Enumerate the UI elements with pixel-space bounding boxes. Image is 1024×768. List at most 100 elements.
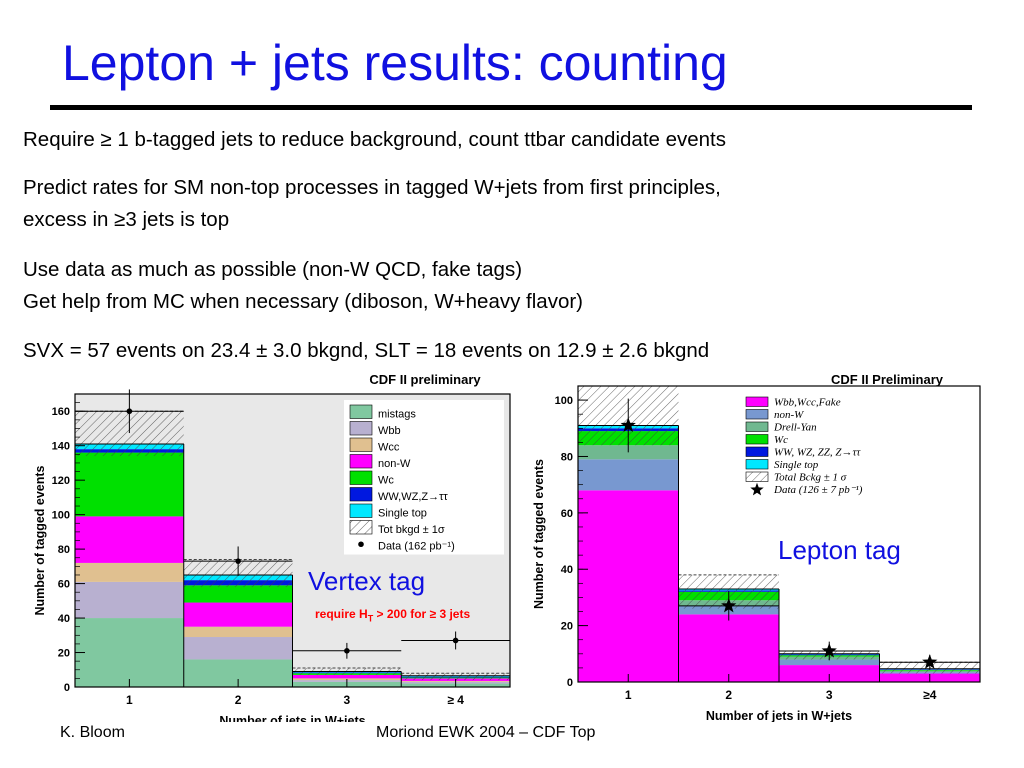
ytick-label-20: 20 bbox=[561, 621, 573, 633]
bullet-predict-rates: Predict rates for SM non-top processes i… bbox=[23, 176, 721, 199]
footer-author: K. Bloom bbox=[60, 724, 125, 741]
x-axis-label: Number of jets in W+jets bbox=[706, 709, 852, 722]
xtick-label-2: 2 bbox=[725, 688, 732, 702]
bar-wc-1 bbox=[75, 452, 184, 517]
bar-wbb-wcc-fake-3 bbox=[779, 665, 880, 682]
legend-swatch-band bbox=[349, 520, 373, 535]
lepton-tag-label: Lepton tag bbox=[778, 535, 901, 565]
legend-label-non-w: non-W bbox=[378, 458, 411, 470]
ytick-label-0: 0 bbox=[567, 677, 573, 689]
ytick-label-40: 40 bbox=[561, 564, 573, 576]
legend-swatch-data bbox=[358, 541, 364, 548]
legend-label-mistags: mistags bbox=[378, 409, 416, 421]
ytick-label-80: 80 bbox=[561, 451, 573, 463]
vertex-tag-chart: 0 20 40 60 80 100 120 140 160 1 2 3 ≥ 4 CDF II prelim… bbox=[33, 372, 511, 722]
legend-swatch-ww-wz-zz-z bbox=[745, 446, 769, 457]
legend-box bbox=[740, 392, 925, 498]
xtick-label-2: 2 bbox=[235, 693, 242, 707]
bkgd-band-4 bbox=[401, 673, 510, 681]
legend-swatch-band bbox=[745, 471, 769, 482]
xtick-label-3: 3 bbox=[826, 688, 833, 702]
legend-swatch-drell-yan bbox=[745, 421, 769, 432]
x-axis-label: Number of jets in W+jets bbox=[219, 714, 365, 722]
xtick-label-1: 1 bbox=[625, 688, 632, 702]
legend-label-wc: Wc bbox=[378, 475, 394, 487]
legend-label-non-w: non-W bbox=[774, 409, 804, 421]
ht-requirement: require HT > 200 for ≥ 3 jets bbox=[315, 607, 470, 623]
legend-label-wc: Wc bbox=[774, 434, 788, 446]
ytick-label-100: 100 bbox=[555, 395, 573, 407]
ytick-label-60: 60 bbox=[561, 508, 573, 520]
legend-label-drell-yan: Drell-Yan bbox=[773, 422, 817, 434]
chart-title: CDF II preliminary bbox=[369, 372, 481, 387]
lepton-tag-plot: 0 20 40 60 80 100 1 2 3 ≥4 CDF II Preliminary Numbe… bbox=[530, 372, 995, 722]
bar-wc-2 bbox=[183, 585, 293, 603]
legend-swatch-wc bbox=[745, 434, 769, 445]
legend-label-single-top: Single top bbox=[378, 508, 427, 520]
ht-requirement-sub: T bbox=[367, 613, 374, 624]
ytick-label-100: 100 bbox=[52, 510, 70, 522]
legend-swatch-data bbox=[750, 482, 764, 496]
data-point-4 bbox=[922, 654, 938, 669]
bar-wbb-wcc-fake-1 bbox=[578, 490, 679, 682]
y-axis-label: Number of tagged events bbox=[532, 459, 546, 609]
vertex-tag-label: Vertex tag bbox=[308, 566, 426, 596]
plot-frame bbox=[577, 385, 981, 683]
legend-label-wbb-wcc-fake: Wbb,Wcc,Fake bbox=[774, 397, 841, 409]
xtick-label-1: 1 bbox=[126, 693, 133, 707]
data-point-2 bbox=[721, 597, 737, 613]
bar-non-w-1 bbox=[578, 459, 679, 491]
ytick-label-20: 20 bbox=[58, 648, 70, 660]
legend-label-tot-bkgd-1: Tot bkgd ± 1σ bbox=[378, 524, 445, 536]
data-point-1 bbox=[126, 408, 133, 415]
vertex-tag-plot: 0 20 40 60 80 100 120 140 160 1 2 3 ≥ 4 CDF II prelim… bbox=[0, 372, 515, 722]
data-point-2 bbox=[235, 558, 241, 564]
bullet-btag: Require ≥ 1 b-tagged jets to reduce back… bbox=[23, 128, 727, 151]
bullet-use-data: Use data as much as possible (non-W QCD,… bbox=[23, 258, 523, 281]
bar-non-w-2 bbox=[183, 602, 293, 627]
chart-title: CDF II Preliminary bbox=[831, 372, 944, 387]
ytick-label-40: 40 bbox=[58, 613, 70, 625]
legend-swatch-wc bbox=[349, 470, 373, 485]
legend-swatch-wbb-wcc-fake bbox=[745, 396, 769, 407]
bar-non-w-1 bbox=[75, 516, 184, 563]
bar-wcc-1 bbox=[75, 562, 184, 582]
slide-title: Lepton + jets results: counting bbox=[62, 35, 728, 91]
bullet-excess: excess in ≥3 jets is top bbox=[23, 208, 230, 231]
ytick-label-0: 0 bbox=[64, 682, 70, 694]
legend-swatch-wcc bbox=[349, 437, 373, 452]
bar-wbb-2 bbox=[183, 637, 293, 660]
data-point-4 bbox=[452, 637, 459, 644]
ytick-label-120: 120 bbox=[52, 475, 70, 487]
legend-swatch-non-w bbox=[745, 409, 769, 420]
bar-wbb-wcc-fake-2 bbox=[678, 614, 779, 682]
data-point-3 bbox=[821, 643, 837, 658]
xtick-label-4: ≥ 4 bbox=[447, 693, 464, 707]
footer-conference: Moriond EWK 2004 – CDF Top bbox=[376, 724, 596, 741]
legend-label-data-126-7-pb: Data (126 ± 7 pb⁻¹) bbox=[773, 484, 863, 496]
bar-non-w-3 bbox=[779, 659, 880, 666]
legend-label-total-bckg-1: Total Bckg ± 1 σ bbox=[774, 472, 847, 484]
legend-swatch-single-top bbox=[745, 459, 769, 470]
legend-swatch-wbb bbox=[349, 421, 373, 436]
legend-swatch-non-w bbox=[349, 454, 373, 469]
legend-label-ww-wz-z: WW,WZ,Z→ττ bbox=[378, 491, 448, 503]
bullet-svx-slt: SVX = 57 events on 23.4 ± 3.0 bkgnd, SLT… bbox=[23, 339, 710, 362]
bullet-mc-help: Get help from MC when necessary (diboson… bbox=[23, 290, 583, 313]
ht-requirement-text: require H bbox=[315, 607, 368, 621]
ytick-label-160: 160 bbox=[52, 406, 70, 418]
xtick-label-3: 3 bbox=[344, 693, 351, 707]
data-point-1 bbox=[620, 417, 636, 432]
ytick-label-60: 60 bbox=[58, 579, 70, 591]
ht-requirement-rest: > 200 for ≥ 3 jets bbox=[373, 607, 471, 621]
ytick-label-80: 80 bbox=[58, 544, 70, 556]
lepton-tag-chart: 0 20 40 60 80 100 1 2 3 ≥4 CDF II Preliminary Numbe… bbox=[532, 372, 981, 722]
legend-label-single-top: Single top bbox=[774, 459, 819, 471]
bar-wbb-1 bbox=[75, 581, 184, 619]
legend-swatch-single-top bbox=[349, 503, 373, 518]
legend-label-wbb: Wbb bbox=[378, 425, 401, 437]
xtick-label-4: ≥4 bbox=[923, 688, 937, 702]
bar-wcc-2 bbox=[183, 626, 293, 638]
data-point-3 bbox=[344, 648, 350, 654]
legend-label-ww-wz-zz-z: WW, WZ, ZZ, Z→ττ bbox=[774, 447, 861, 459]
